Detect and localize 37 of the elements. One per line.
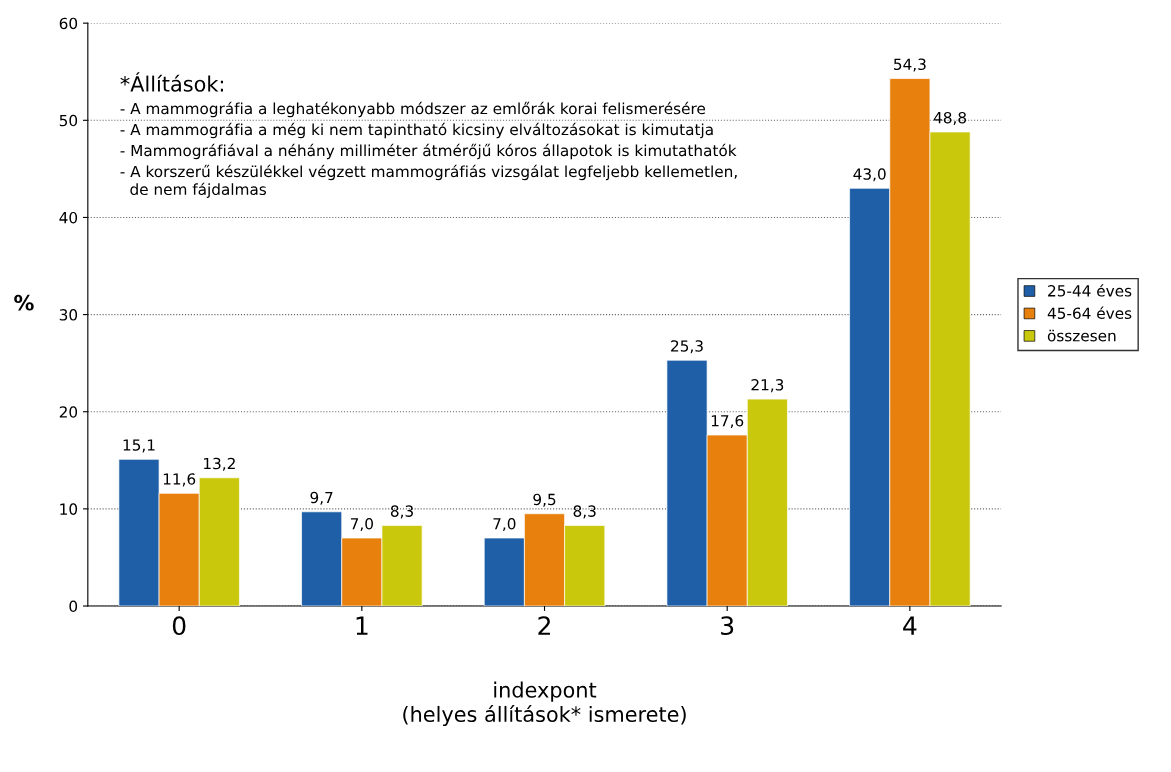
data-label: 15,1	[123, 439, 155, 453]
y-tick-label: 0	[69, 600, 78, 613]
data-label: 17,6	[711, 414, 744, 429]
data-label: 8,3	[573, 505, 596, 519]
y-tick-label: 20	[59, 406, 78, 418]
annotation: - A mammográfia a leghatékonyabb módszer az emlőrák korai felismerésére	[120, 101, 705, 118]
data-label: 13,2	[204, 457, 235, 471]
legend-label: 25-44 éves	[1048, 284, 1132, 297]
x-tick-label: 3	[721, 616, 734, 636]
annotation: - A korszerű készülékkel végzett mammográfiás vizsgálat legfeljebb kellemetlen, de nem fájdalmas	[120, 164, 737, 199]
y-tick-label: 40	[59, 211, 78, 224]
data-label: 9,5	[533, 493, 556, 507]
data-label: 11,6	[163, 473, 196, 487]
legend-label: összesen	[1047, 329, 1116, 342]
data-label: 25,3	[671, 340, 703, 354]
data-label: 8,3	[390, 505, 413, 519]
data-label: 48,8	[933, 111, 967, 125]
data-label: 9,7	[310, 491, 333, 505]
data-label: 21,3	[751, 379, 784, 393]
x-tick-label: 4	[903, 616, 917, 635]
legend-label: 45-64 éves	[1047, 306, 1132, 320]
annotation: - Mammográfiával a néhány milliméter átmérőjű kóros állapotok is kimutathatók	[120, 143, 737, 160]
x-axis-title: indexpont (helyes állítások* ismerete)	[403, 681, 686, 727]
y-tick-label: 30	[59, 309, 78, 321]
data-label: 43,0	[853, 168, 886, 182]
data-label: 7,0	[350, 517, 373, 532]
y-tick-label: 10	[60, 503, 78, 515]
x-tick-label: 0	[172, 616, 186, 636]
y-tick-label: 60	[59, 17, 78, 30]
annotation: - A mammográfia a még ki nem tapintható kicsiny elváltozásokat is kimutatja	[120, 122, 713, 139]
y-axis-title: %	[14, 294, 34, 311]
annotation: *Állítások:	[120, 72, 224, 92]
data-label: 54,3	[894, 58, 926, 72]
x-tick-label: 1	[356, 616, 368, 635]
x-tick-label: 2	[538, 616, 550, 635]
data-label: 7,0	[493, 517, 516, 532]
y-tick-label: 50	[59, 114, 78, 127]
